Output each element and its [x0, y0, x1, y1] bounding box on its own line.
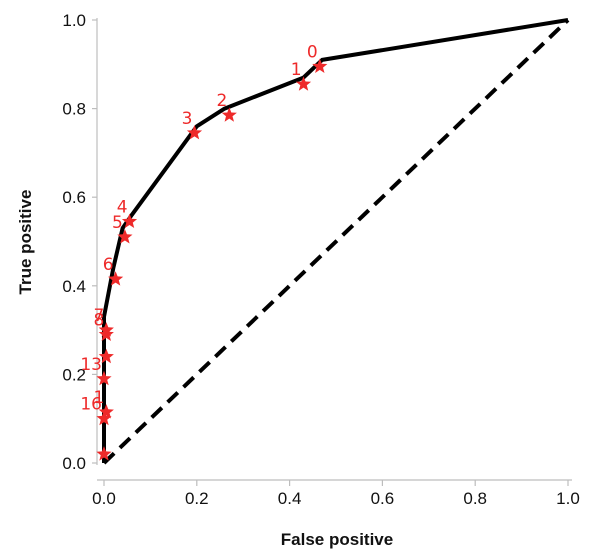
threshold-star-marker [96, 370, 112, 386]
threshold-star-marker [312, 58, 328, 73]
threshold-label: 8 [93, 311, 104, 331]
x-axis-title: False positive [281, 530, 393, 549]
threshold-label: 6 [103, 255, 114, 275]
threshold-label: 1 [93, 388, 104, 408]
threshold-label: 1 [291, 60, 302, 80]
y-tick-label: 0.0 [62, 454, 86, 473]
y-axis-title: True positive [16, 190, 35, 295]
x-tick-label: 0.4 [278, 489, 302, 508]
series-layer [102, 18, 570, 465]
threshold-label: 2 [216, 91, 227, 111]
y-tick-label: 0.6 [62, 188, 86, 207]
threshold-star-marker [96, 446, 112, 461]
y-ticks: 0.0 0.2 0.4 0.6 0.8 1.0 [62, 11, 97, 473]
threshold-label: 0 [307, 43, 318, 63]
threshold-label: 4 [117, 198, 128, 218]
chance-diagonal-line [102, 18, 570, 465]
threshold-star-marker [186, 125, 203, 140]
threshold-label: 5 [112, 213, 123, 233]
x-tick-label: 1.0 [556, 489, 580, 508]
threshold-star-marker [108, 271, 124, 286]
threshold-label: 13 [80, 355, 102, 375]
x-tick-label: 0.0 [92, 489, 116, 508]
x-tick-label: 0.2 [185, 489, 209, 508]
threshold-star-marker [96, 410, 112, 426]
threshold-star-marker [98, 326, 114, 341]
y-tick-label: 0.4 [62, 277, 86, 296]
threshold-star-marker [98, 348, 114, 364]
threshold-star-marker [98, 404, 114, 419]
threshold-star-marker [295, 76, 312, 91]
y-tick-label: 0.8 [62, 100, 86, 119]
y-tick-label: 1.0 [62, 11, 86, 30]
threshold-label: 3 [182, 109, 193, 129]
x-tick-label: 0.6 [371, 489, 395, 508]
y-tick-label: 0.2 [62, 365, 86, 384]
threshold-star-marker [221, 107, 237, 122]
x-ticks: 0.0 0.2 0.4 0.6 0.8 1.0 [92, 480, 580, 508]
threshold-star-marker [121, 213, 138, 228]
x-tick-label: 0.8 [463, 489, 487, 508]
threshold-label: 7 [93, 306, 104, 326]
threshold-label: 16 [80, 395, 102, 415]
threshold-star-marker [117, 229, 133, 244]
